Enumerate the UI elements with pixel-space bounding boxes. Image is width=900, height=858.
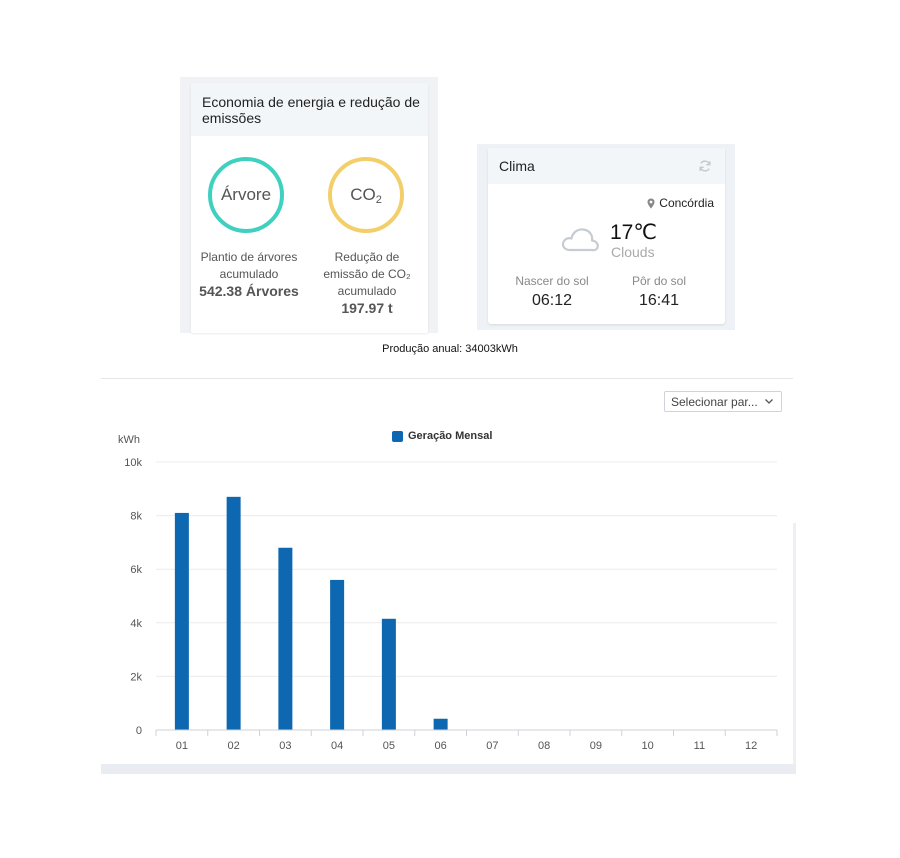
trees-ring: Árvore — [208, 157, 284, 233]
bar-04 — [330, 579, 345, 730]
weather-location-name: Concórdia — [659, 196, 714, 210]
y-tick-label: 2k — [130, 671, 142, 683]
weather-card-title: Clima — [499, 158, 535, 174]
x-tick-label: 05 — [383, 740, 395, 752]
x-tick-label: 04 — [331, 740, 343, 752]
cloud-icon — [561, 228, 599, 252]
chart-panel-footer — [101, 764, 796, 774]
co2-ring-label: CO — [350, 185, 376, 204]
legend-label: Geração Mensal — [408, 430, 493, 442]
sunset-time: 16:41 — [638, 292, 680, 309]
x-tick-label: 11 — [694, 740, 705, 752]
x-axis: 01 02 03 04 05 06 07 08 09 10 11 12 — [155, 729, 778, 752]
co2-stat-label-1: Redução de — [334, 250, 400, 264]
x-tick-label: 09 — [590, 740, 602, 752]
chart-legend[interactable]: Geração Mensal — [392, 430, 492, 442]
weather-card-header: Clima — [488, 148, 725, 184]
trees-stat-label-2: acumulado — [219, 267, 279, 281]
chevron-down-icon — [765, 399, 773, 404]
weather-location: Concórdia — [647, 196, 714, 210]
sunrise-label: Nascer do sol — [515, 274, 589, 288]
y-tick-label: 6k — [130, 564, 142, 576]
energy-card-header: Economia de energia e redução de emissõe… — [191, 83, 428, 136]
energy-savings-card: Economia de energia e redução de emissõe… — [191, 83, 428, 333]
y-axis-ticks: 0 2k 4k 6k 8k 10k — [124, 457, 142, 737]
chart-grid — [156, 461, 777, 677]
x-tick-label: 08 — [538, 740, 550, 752]
y-tick-label: 4k — [130, 618, 142, 630]
energy-card-title: Economia de energia e redução de emissõe… — [202, 94, 420, 126]
co2-ring: CO 2 — [328, 157, 404, 233]
bar-03 — [278, 547, 293, 730]
weather-card: Clima Concórdia 17℃ Clouds Nascer do sol… — [488, 148, 725, 324]
weather-temperature: 17℃ — [610, 221, 657, 244]
trees-stat: Plantio de árvores acumulado 542.38 Árvo… — [191, 249, 307, 299]
co2-stat-value: 197.97 t — [341, 300, 393, 316]
bar-01 — [174, 512, 189, 730]
period-select[interactable]: Selecionar par... — [664, 391, 782, 412]
x-tick-label: 01 — [176, 740, 188, 752]
y-tick-label: 8k — [130, 511, 142, 523]
x-tick-label: 10 — [642, 740, 654, 752]
x-tick-label: 07 — [486, 740, 498, 752]
sunrise-time: 06:12 — [531, 292, 573, 309]
bar-05 — [381, 618, 396, 730]
x-tick-label: 02 — [228, 740, 240, 752]
chart-bars — [174, 496, 448, 730]
refresh-icon[interactable] — [698, 159, 712, 173]
co2-stat-label-3: acumulado — [337, 284, 397, 298]
x-tick-label: 03 — [279, 740, 291, 752]
bar-06 — [433, 718, 448, 730]
x-tick-label: 12 — [745, 740, 757, 752]
period-select-value: Selecionar par... — [671, 394, 758, 409]
co2-stat: Redução de emissão de CO₂ acumulado 197.… — [309, 249, 425, 316]
y-tick-label: 0 — [136, 725, 142, 737]
map-pin-icon — [647, 198, 655, 208]
trees-stat-value: 542.38 Árvores — [199, 283, 299, 299]
annual-production: Produção anual: 34003kWh — [382, 343, 518, 355]
co2-ring-subscript: 2 — [375, 194, 382, 206]
monthly-chart-panel — [101, 378, 793, 771]
trees-stat-label-1: Plantio de árvores — [200, 250, 298, 264]
bar-02 — [226, 496, 241, 730]
y-axis-unit: kWh — [118, 434, 140, 446]
co2-stat-label-2: emissão de CO₂ — [323, 267, 411, 281]
y-tick-label: 10k — [124, 457, 142, 469]
legend-swatch — [392, 430, 403, 442]
x-tick-label: 06 — [435, 740, 447, 752]
chart-panel-edge — [793, 523, 796, 770]
weather-condition: Clouds — [611, 244, 655, 260]
sunset-label: Pôr do sol — [631, 274, 687, 288]
trees-ring-label: Árvore — [220, 185, 272, 204]
